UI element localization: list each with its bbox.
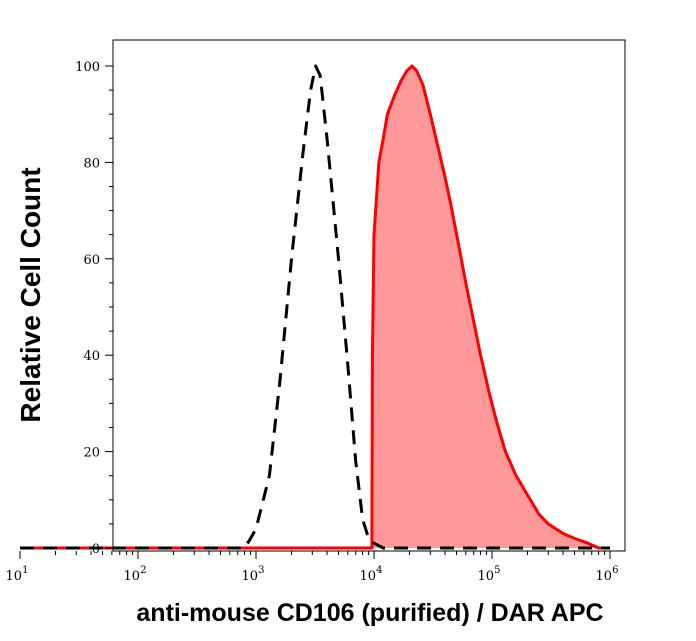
series-1-line: [20, 64, 610, 550]
x-tick-label: 104: [360, 565, 383, 584]
series-layer: [20, 64, 610, 550]
y-tick-label: 60: [83, 253, 100, 268]
x-tick-label: 103: [242, 565, 265, 584]
y-tick-label: 0: [92, 542, 100, 557]
y-axis: 0 20 40 60 80 100: [75, 60, 113, 557]
x-tick-label: 101: [6, 565, 29, 584]
plot-frame: [112, 39, 626, 552]
y-tick-label: 20: [83, 446, 100, 461]
y-tick-label: 80: [83, 156, 100, 171]
x-axis-title: anti-mouse CD106 (purified) / DAR APC: [136, 599, 603, 627]
x-tick-label: 105: [478, 565, 501, 584]
x-tick-label: 102: [124, 565, 147, 584]
series-1-area: [20, 66, 610, 548]
y-tick-label: 100: [75, 60, 100, 75]
x-axis: 101 102 103 104 105 106: [6, 551, 619, 584]
y-axis-title: Relative Cell Count: [15, 167, 46, 422]
x-tick-label: 106: [596, 565, 619, 584]
y-tick-label: 40: [83, 349, 100, 364]
series-0-line: [20, 64, 610, 550]
